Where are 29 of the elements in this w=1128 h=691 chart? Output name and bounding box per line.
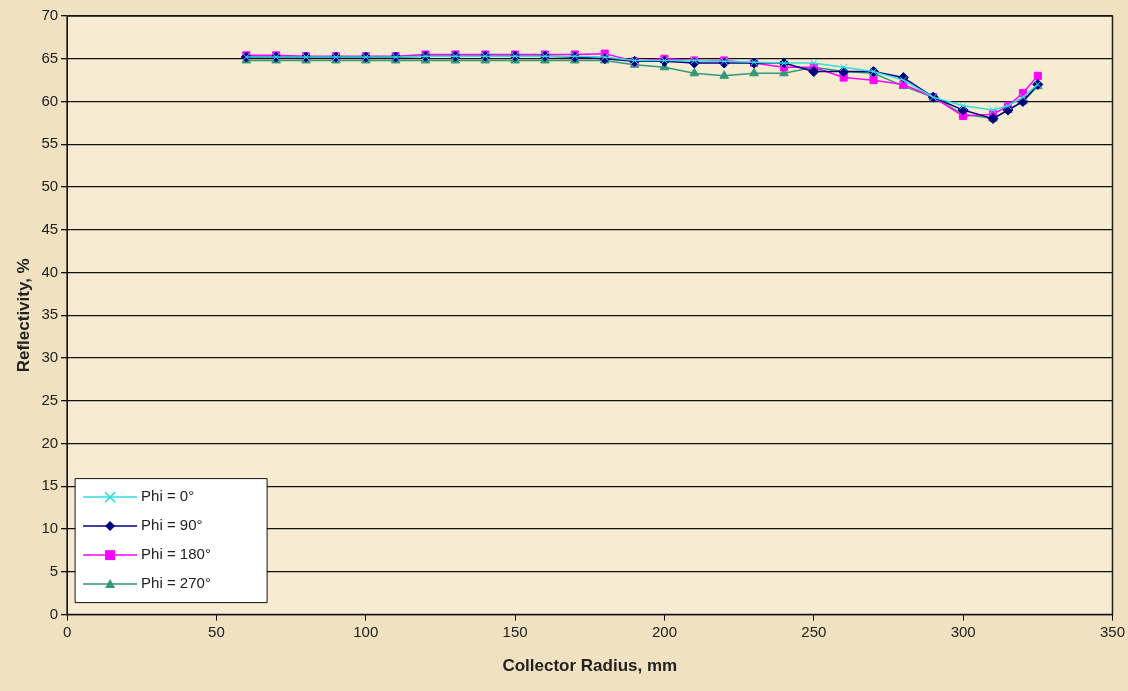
y-tick-label: 45 <box>41 219 59 237</box>
y-tick-label: 30 <box>41 348 59 366</box>
y-tick-label: 40 <box>41 262 59 280</box>
legend-label: Phi = 90° <box>141 516 203 534</box>
y-tick-label: 65 <box>41 48 59 66</box>
y-tick-label: 50 <box>41 177 59 195</box>
legend-label: Phi = 270° <box>141 574 211 592</box>
y-tick-label: 15 <box>41 476 59 494</box>
x-tick-label: 100 <box>353 622 379 640</box>
x-tick-label: 150 <box>502 622 528 640</box>
y-tick-label: 10 <box>41 519 59 537</box>
y-tick-label: 5 <box>49 561 59 579</box>
y-tick-label: 0 <box>49 604 59 622</box>
y-axis-title: Reflectivity, % <box>13 258 33 373</box>
y-tick-label: 25 <box>41 390 59 408</box>
x-tick-label: 250 <box>801 622 827 640</box>
y-tick-label: 55 <box>41 134 59 152</box>
y-tick-label: 60 <box>41 91 59 109</box>
x-tick-label: 300 <box>950 622 976 640</box>
x-axis-title: Collector Radius, mm <box>502 656 678 676</box>
x-tick-label: 200 <box>651 622 677 640</box>
y-tick-label: 20 <box>41 433 59 451</box>
y-tick-label: 35 <box>41 305 59 323</box>
x-tick-label: 0 <box>62 622 72 640</box>
y-tick-label: 70 <box>41 6 59 24</box>
x-tick-label: 350 <box>1099 622 1125 640</box>
legend-label: Phi = 0° <box>141 487 195 505</box>
legend-label: Phi = 180° <box>141 545 211 563</box>
x-tick-label: 50 <box>208 622 225 640</box>
